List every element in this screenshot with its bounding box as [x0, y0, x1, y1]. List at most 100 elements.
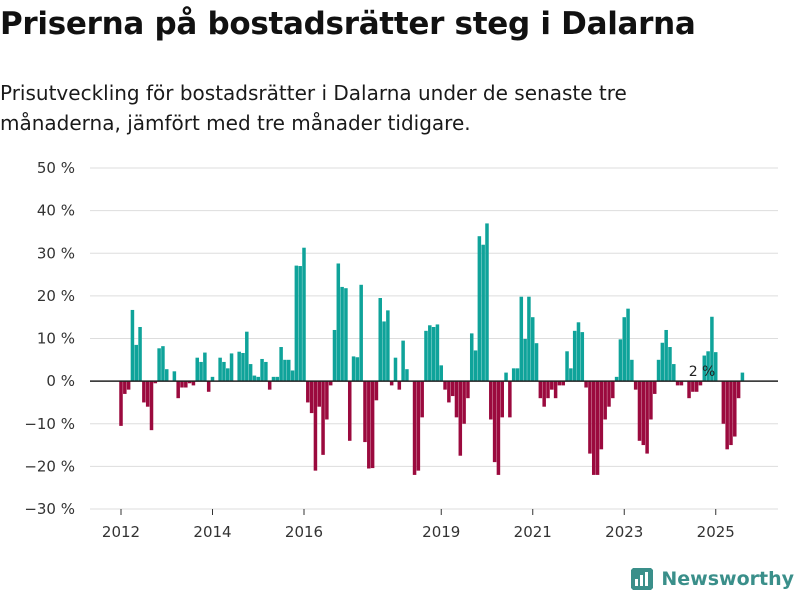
bar — [256, 376, 260, 382]
bar — [538, 381, 543, 399]
bar — [138, 326, 142, 382]
bar — [572, 330, 577, 382]
y-tick-label: 10 % — [37, 330, 75, 348]
bar — [206, 381, 211, 392]
bar — [599, 381, 604, 450]
bar — [607, 381, 611, 407]
bar — [317, 381, 321, 407]
bar — [736, 381, 741, 399]
page-title: Priserna på bostadsrätter steg i Dalarna — [0, 6, 696, 42]
bar — [591, 381, 596, 475]
bar — [496, 381, 501, 475]
bar — [713, 352, 718, 382]
bar — [145, 381, 150, 407]
bar — [565, 351, 569, 382]
bar — [622, 317, 626, 382]
bar — [614, 376, 619, 382]
bar — [546, 381, 550, 399]
bar — [603, 381, 607, 420]
bar — [527, 296, 531, 382]
brand-name: Newsworthy — [661, 568, 794, 590]
bar — [378, 298, 382, 382]
x-tick-label: 2023 — [605, 523, 643, 541]
newsworthy-logo-icon — [631, 568, 654, 590]
bar — [351, 356, 356, 382]
bar — [691, 381, 695, 392]
bar — [443, 381, 447, 390]
bar — [344, 288, 348, 382]
bar — [675, 381, 680, 386]
bar — [424, 330, 428, 382]
bar — [519, 296, 524, 382]
bar — [245, 331, 249, 382]
bar — [550, 381, 554, 390]
bar — [359, 284, 363, 382]
bar — [508, 381, 512, 418]
brand-logo: Newsworthy — [629, 566, 794, 592]
bar — [721, 381, 726, 424]
bar — [523, 338, 527, 382]
bar — [706, 351, 710, 382]
bar — [264, 361, 268, 382]
bar — [290, 370, 295, 382]
bar — [637, 381, 642, 441]
bar — [500, 381, 504, 418]
bar — [466, 381, 470, 399]
bar — [481, 244, 485, 382]
bar — [431, 326, 436, 382]
bar — [260, 358, 264, 382]
bar — [458, 381, 463, 456]
y-tick-label: −10 % — [24, 415, 75, 433]
bar — [382, 321, 386, 382]
bar — [294, 265, 299, 382]
bar — [386, 310, 390, 382]
bar — [473, 350, 478, 382]
bar — [153, 381, 158, 384]
bar — [119, 381, 123, 426]
bar — [126, 381, 131, 390]
bar — [405, 369, 409, 382]
x-tick-label: 2019 — [422, 523, 460, 541]
bar — [420, 381, 424, 418]
bar — [687, 381, 691, 399]
bar — [462, 381, 466, 424]
x-tick-label: 2012 — [102, 523, 140, 541]
bar — [412, 381, 417, 475]
bar — [336, 263, 341, 382]
bar — [511, 368, 516, 382]
y-axis: −30 % −20 % −10 % 0 % 10 % 20 % 30 % 40 % 50 % — [24, 159, 75, 518]
bar — [656, 359, 661, 382]
bar — [225, 368, 230, 382]
bar — [626, 308, 630, 382]
y-tick-label: −20 % — [24, 457, 75, 475]
bar — [630, 359, 634, 382]
bar — [355, 357, 360, 382]
bar — [199, 361, 203, 382]
bar — [279, 347, 283, 382]
bar — [416, 381, 421, 471]
bar — [729, 381, 733, 446]
bar — [321, 381, 325, 455]
bar — [618, 339, 623, 382]
bar — [515, 368, 520, 382]
bar — [672, 364, 676, 382]
bar — [347, 381, 352, 441]
y-tick-label: 30 % — [37, 244, 75, 262]
bar — [374, 381, 379, 401]
bar — [306, 381, 310, 403]
bar — [203, 352, 207, 382]
bar — [504, 372, 508, 382]
bar — [740, 372, 745, 382]
bar — [542, 381, 546, 407]
bar — [664, 329, 668, 382]
bar — [309, 381, 314, 414]
bar — [222, 361, 226, 382]
bar — [698, 381, 703, 386]
bar — [271, 376, 276, 382]
bar — [694, 381, 699, 392]
y-tick-label: 0 % — [46, 372, 75, 390]
bar — [489, 381, 493, 420]
bar — [149, 381, 154, 431]
bar — [588, 381, 592, 454]
